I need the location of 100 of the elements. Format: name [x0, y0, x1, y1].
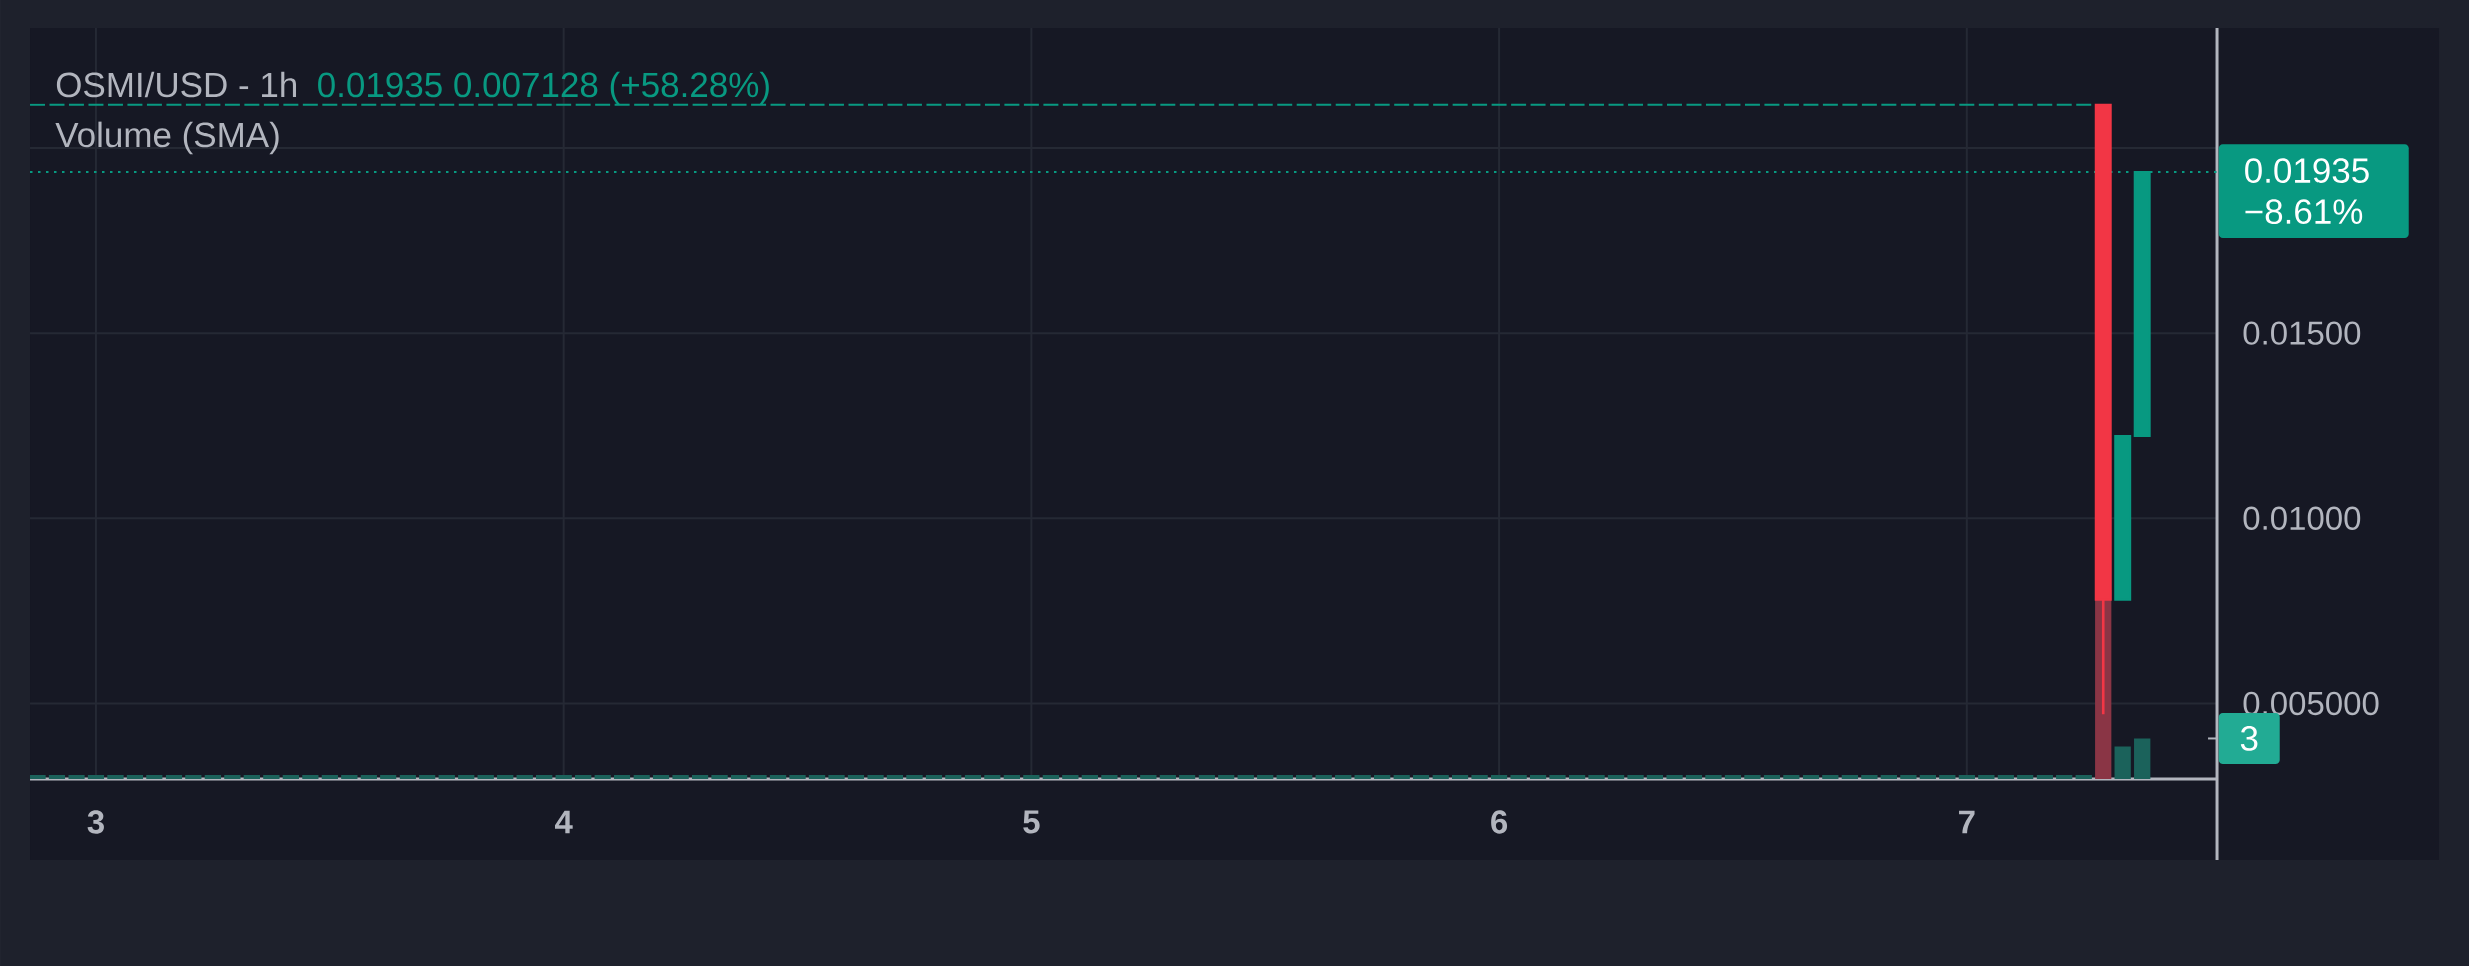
- bar: [399, 774, 416, 779]
- candlestick: [1899, 103, 1917, 106]
- bar: [2114, 746, 2131, 779]
- bar: [1997, 774, 2014, 779]
- bar: [126, 774, 144, 779]
- bar: [1179, 774, 1196, 779]
- bar: [341, 774, 358, 779]
- candlestick: [418, 103, 436, 106]
- x-tick-label: 7: [1959, 810, 1975, 834]
- bar: [282, 774, 300, 779]
- candlestick: [1588, 103, 1606, 106]
- bar: [1861, 774, 1878, 779]
- candlestick: [964, 103, 982, 106]
- bar: [594, 774, 611, 779]
- bar: [945, 774, 962, 779]
- candlestick: [2036, 103, 2054, 106]
- candlestick: [1061, 103, 1079, 106]
- bar: [750, 774, 767, 779]
- candlestick: [847, 103, 865, 106]
- bar: [185, 774, 202, 779]
- bar: [1374, 774, 1391, 779]
- bar: [107, 774, 124, 779]
- x-tick-label: 4: [555, 810, 573, 834]
- candlestick: [1704, 103, 1722, 106]
- bar: [1432, 774, 1449, 779]
- candlestick: [1432, 103, 1450, 106]
- bar: [984, 774, 1001, 779]
- candlestick: [1373, 103, 1391, 106]
- bar: [536, 774, 553, 779]
- candlestick: [126, 103, 144, 106]
- candlestick: [808, 103, 826, 106]
- candlestick: [769, 103, 787, 106]
- bar: [224, 774, 241, 779]
- bar: [1666, 774, 1683, 779]
- candlestick: [223, 103, 241, 106]
- candlestick: [1393, 103, 1411, 106]
- bar: [613, 774, 631, 779]
- bar: [419, 774, 436, 779]
- bar: [48, 774, 66, 779]
- bar: [1296, 774, 1313, 779]
- candlestick: [925, 103, 943, 106]
- candlestick: [1841, 103, 1859, 106]
- bar: [1471, 774, 1488, 779]
- bar: [477, 774, 494, 779]
- candlestick: [711, 103, 729, 106]
- bar: [1607, 774, 1625, 779]
- candlestick: [67, 103, 85, 106]
- candlestick: [321, 103, 339, 106]
- bar: [1315, 774, 1332, 779]
- candlestick: [750, 103, 768, 106]
- bar: [652, 774, 670, 779]
- bar: [1529, 774, 1547, 779]
- candlestick: [1568, 103, 1586, 106]
- candlestick: [594, 103, 612, 106]
- candlestick: [613, 103, 631, 106]
- candlestick: [1003, 103, 1021, 106]
- y-tick-label: 0.005000: [2243, 691, 2379, 716]
- candlestick: [574, 103, 592, 106]
- candlestick: [1802, 103, 1820, 106]
- bar: [1412, 774, 1430, 779]
- candlestick: [145, 103, 163, 106]
- bar: [672, 774, 689, 779]
- bar: [711, 774, 728, 779]
- candlestick: [1256, 103, 1274, 106]
- bar: [1705, 774, 1722, 779]
- candlestick: [1120, 103, 1138, 106]
- bar: [886, 774, 904, 779]
- bar: [1354, 774, 1371, 779]
- bar: [1841, 774, 1859, 779]
- candlestick: [496, 103, 514, 106]
- bar: [1042, 774, 1060, 779]
- bar: [438, 774, 455, 779]
- candlestick: [691, 103, 709, 106]
- candlestick: [1334, 103, 1352, 106]
- bar: [1568, 774, 1586, 779]
- bar: [730, 774, 748, 779]
- bar: [1588, 774, 1605, 779]
- y-tick-label: 0.01000: [2243, 506, 2361, 530]
- bar: [1802, 774, 1820, 779]
- candlestick: [1237, 103, 1255, 106]
- candlestick: [867, 103, 884, 106]
- bar: [263, 774, 280, 779]
- candlestick: [1763, 103, 1781, 106]
- candlestick: [516, 103, 534, 106]
- candlestick: [477, 103, 495, 106]
- bar: [1900, 774, 1917, 779]
- candlestick: [633, 103, 651, 106]
- bar: [691, 774, 709, 779]
- candlestick: [1315, 103, 1333, 106]
- candlestick: [340, 103, 358, 106]
- bar: [1822, 774, 1839, 779]
- bar: [1627, 774, 1644, 779]
- candlestick: [1958, 103, 1976, 106]
- candlestick: [1880, 103, 1898, 106]
- candlestick: [243, 103, 261, 106]
- candlestick: [828, 103, 845, 106]
- bar: [68, 774, 85, 779]
- bar: [1549, 774, 1566, 779]
- bar: [1783, 774, 1800, 779]
- bar: [1958, 774, 1975, 779]
